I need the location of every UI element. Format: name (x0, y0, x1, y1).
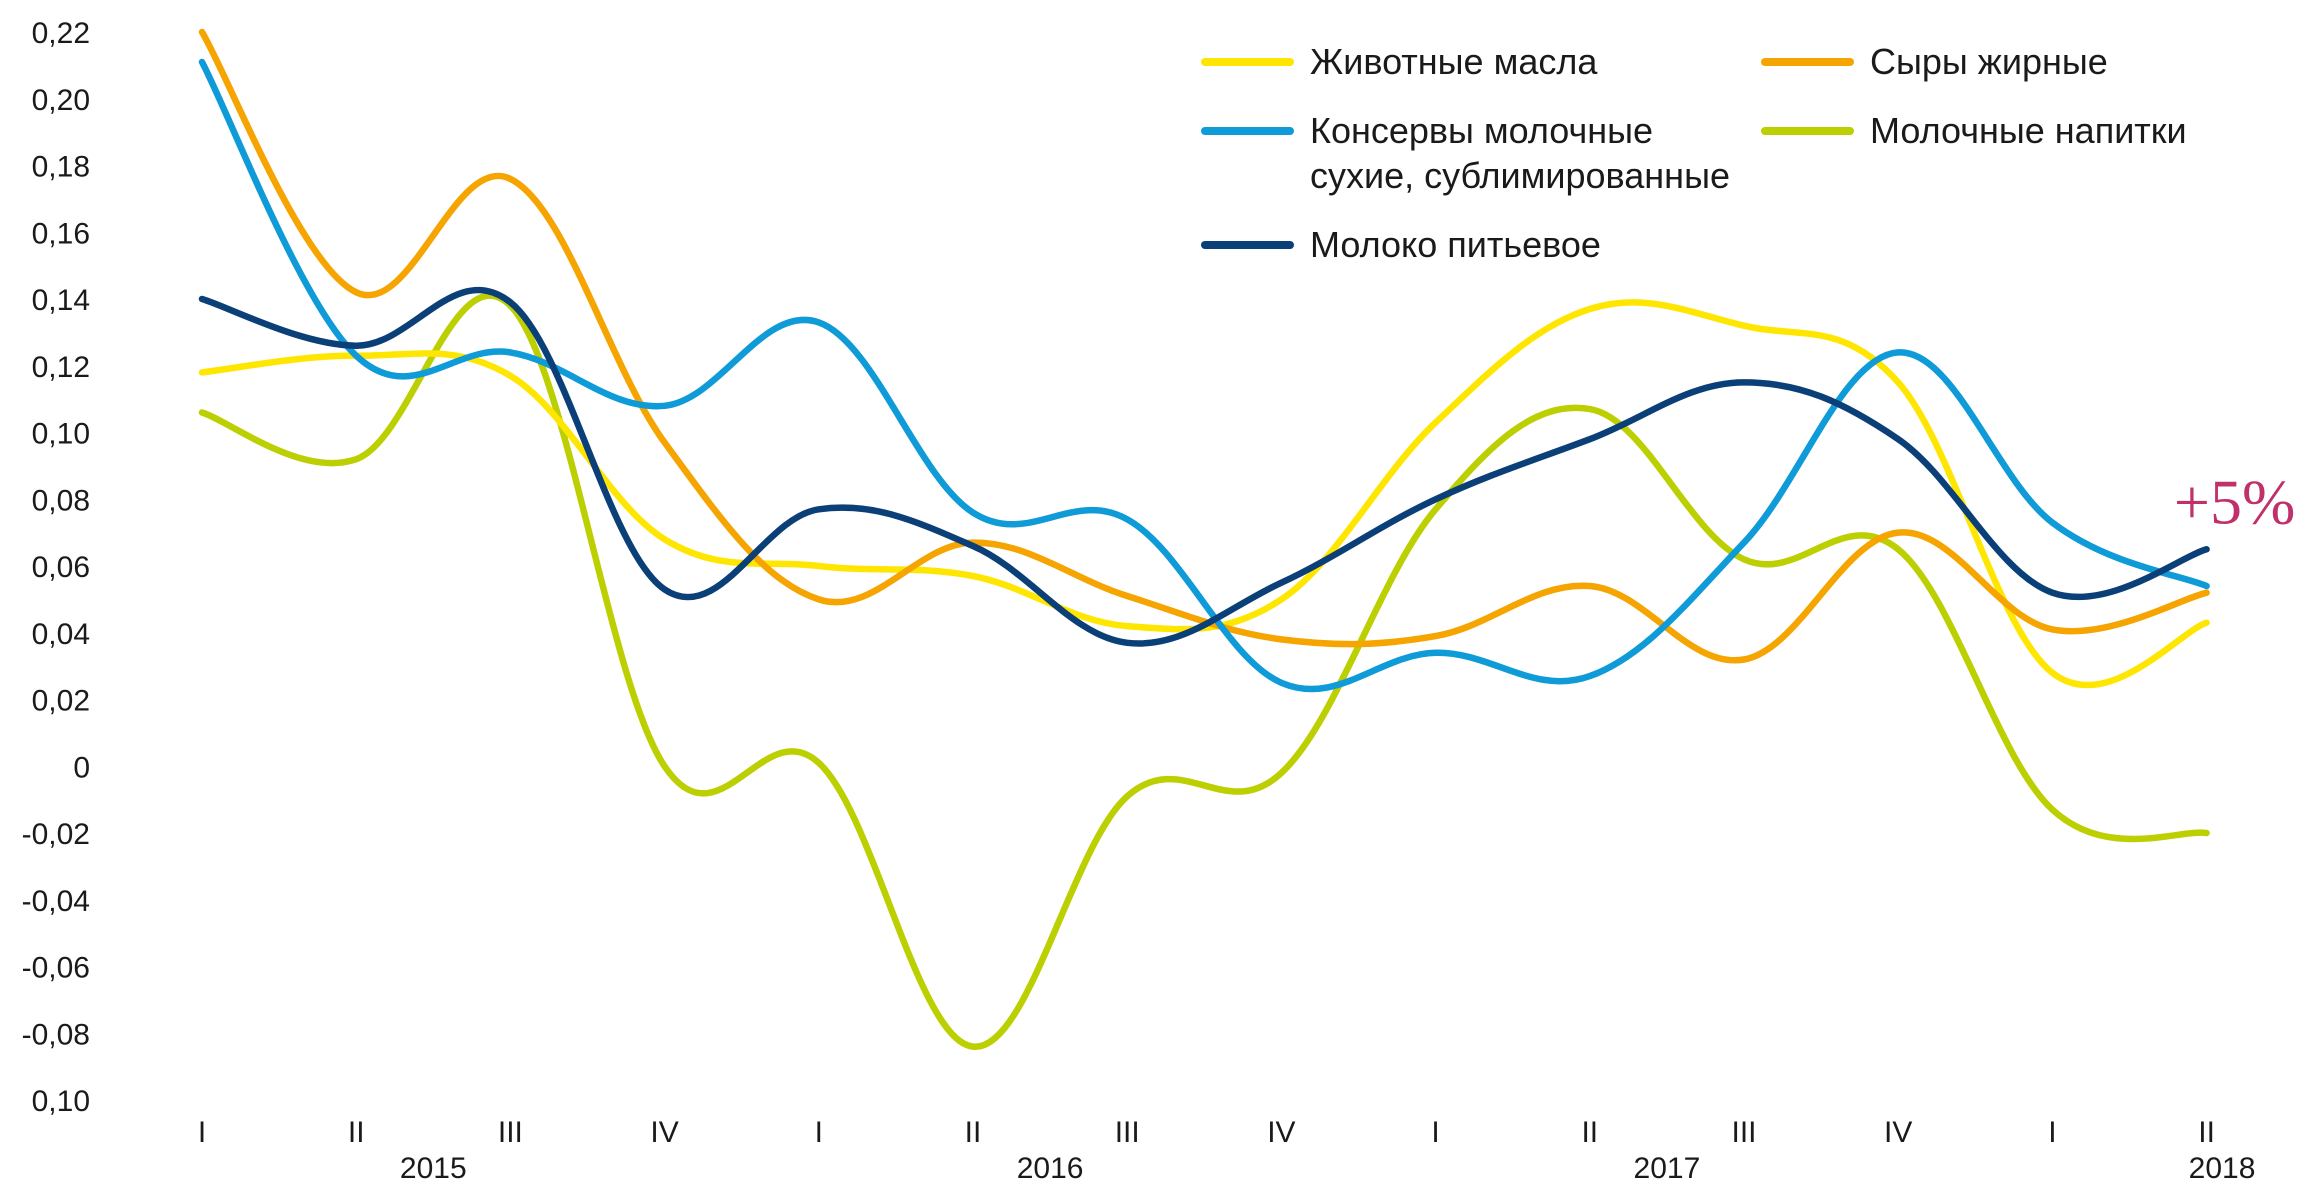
year-label: 2017 (1634, 1152, 1701, 1185)
legend: Животные масла Сыры жирные Консервы молочн… (1201, 41, 2187, 265)
y-tick-label: -0,08 (22, 1018, 90, 1051)
x-tick-label: III (498, 1116, 523, 1149)
x-axis-year-labels: 2015 2016 2017 2018 (400, 1152, 2255, 1185)
x-tick-label: IV (1267, 1116, 1295, 1149)
legend-label: Молоко питьевое (1310, 224, 1601, 265)
legend-label: Животные масла (1310, 41, 1598, 82)
legend-label: Молочные напитки (1870, 110, 2187, 151)
x-tick-label: IV (1884, 1116, 1912, 1149)
legend-label: Консервы молочные сухие, сублимированные (1310, 110, 1730, 196)
y-tick-label: 0,14 (32, 284, 90, 317)
x-tick-label: I (1431, 1116, 1439, 1149)
y-tick-label: 0,18 (32, 151, 90, 184)
y-tick-label: 0,10 (32, 418, 90, 451)
year-label: 2016 (1017, 1152, 1084, 1185)
y-tick-label: 0 (73, 751, 90, 784)
series-line-2 (198, 286, 2210, 647)
x-tick-label: III (1115, 1116, 1140, 1149)
annotation-label: +5% (2174, 466, 2295, 537)
y-tick-label: 0,10 (32, 1085, 90, 1118)
y-tick-label: 0,22 (32, 17, 90, 50)
year-label: 2018 (2189, 1152, 2256, 1185)
y-tick-label: -0,02 (22, 818, 90, 851)
y-tick-label: 0,12 (32, 351, 90, 384)
x-tick-label: I (815, 1116, 823, 1149)
y-axis-ticks: 0,22 0,20 0,18 0,16 0,14 0,12 0,10 0,08 0,06 0,04… (22, 17, 90, 1118)
year-label: 2015 (400, 1152, 467, 1185)
x-tick-label: II (348, 1116, 365, 1149)
legend-label: Сыры жирные (1870, 41, 2108, 82)
x-tick-label: II (965, 1116, 982, 1149)
x-tick-label: I (2048, 1116, 2056, 1149)
y-tick-label: 0,04 (32, 618, 90, 651)
y-tick-label: 0,02 (32, 685, 90, 718)
x-tick-label: II (2198, 1116, 2215, 1149)
y-tick-label: 0,20 (32, 84, 90, 117)
series-lines (198, 28, 2210, 1050)
x-tick-label: IV (650, 1116, 678, 1149)
x-tick-label: III (1731, 1116, 1756, 1149)
y-tick-label: -0,06 (22, 952, 90, 985)
y-tick-label: -0,04 (22, 885, 90, 918)
y-tick-label: 0,16 (32, 217, 90, 250)
series-line-3 (198, 28, 2210, 664)
x-axis-ticks: I II III IV I II III IV I II III IV I II (198, 1116, 2215, 1149)
y-tick-label: 0,08 (32, 484, 90, 517)
x-tick-label: II (1581, 1116, 1598, 1149)
y-tick-label: 0,06 (32, 551, 90, 584)
series-line-1 (198, 58, 2210, 693)
x-tick-label: I (198, 1116, 206, 1149)
series-line-0 (198, 299, 2210, 689)
series-line-4 (198, 292, 2210, 1050)
